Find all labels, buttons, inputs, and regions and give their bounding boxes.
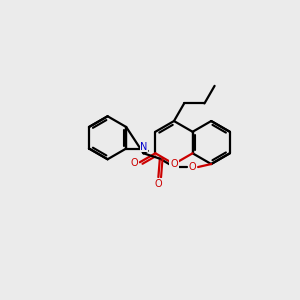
Text: O: O [170, 159, 178, 169]
Text: O: O [189, 162, 196, 172]
Text: O: O [154, 179, 162, 189]
Text: N: N [140, 142, 148, 152]
Text: O: O [130, 158, 138, 168]
